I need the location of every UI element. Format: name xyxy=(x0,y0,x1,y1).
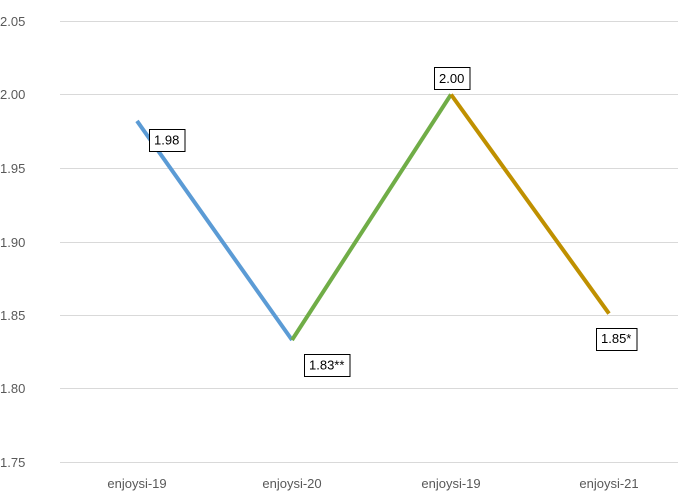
y-tick-label: 2.00 xyxy=(0,87,25,102)
data-label-text: 1.98 xyxy=(154,132,179,147)
x-axis-categories: enjoysi-19 enjoysi-20 enjoysi-19 enjoysi-21 xyxy=(107,476,638,491)
x-category-label: enjoysi-20 xyxy=(262,476,321,491)
series-segment-2 xyxy=(290,93,453,342)
x-category-label: enjoysi-19 xyxy=(421,476,480,491)
data-label-box xyxy=(149,129,186,152)
series-segment-1 xyxy=(135,119,294,342)
y-tick-label: 1.75 xyxy=(0,455,25,470)
gridlines xyxy=(60,21,678,463)
x-category-label: enjoysi-19 xyxy=(107,476,166,491)
data-label-text: 1.85* xyxy=(601,331,631,346)
data-label-4: 1.85* xyxy=(596,328,638,351)
data-label-text: 1.83** xyxy=(309,357,344,372)
data-label-1: 1.98 xyxy=(149,129,186,152)
x-category-label: enjoysi-21 xyxy=(579,476,638,491)
y-axis-ticks: 1.75 1.80 1.85 1.90 1.95 2.00 2.05 xyxy=(0,14,25,470)
series-segment-3 xyxy=(449,93,611,315)
data-label-box xyxy=(596,328,638,351)
y-tick-label: 1.95 xyxy=(0,161,25,176)
y-tick-label: 2.05 xyxy=(0,14,25,29)
data-label-text: 2.00 xyxy=(439,71,464,86)
data-label-3: 2.00 xyxy=(434,67,471,90)
data-labels: 1.98 1.83** 2.00 1.85* xyxy=(149,67,638,377)
y-tick-label: 1.85 xyxy=(0,308,25,323)
data-label-2: 1.83** xyxy=(304,354,351,377)
y-tick-label: 1.80 xyxy=(0,381,25,396)
series-lines xyxy=(135,93,611,342)
data-label-box xyxy=(304,354,351,377)
data-label-box xyxy=(434,67,471,90)
y-tick-label: 1.90 xyxy=(0,235,25,250)
